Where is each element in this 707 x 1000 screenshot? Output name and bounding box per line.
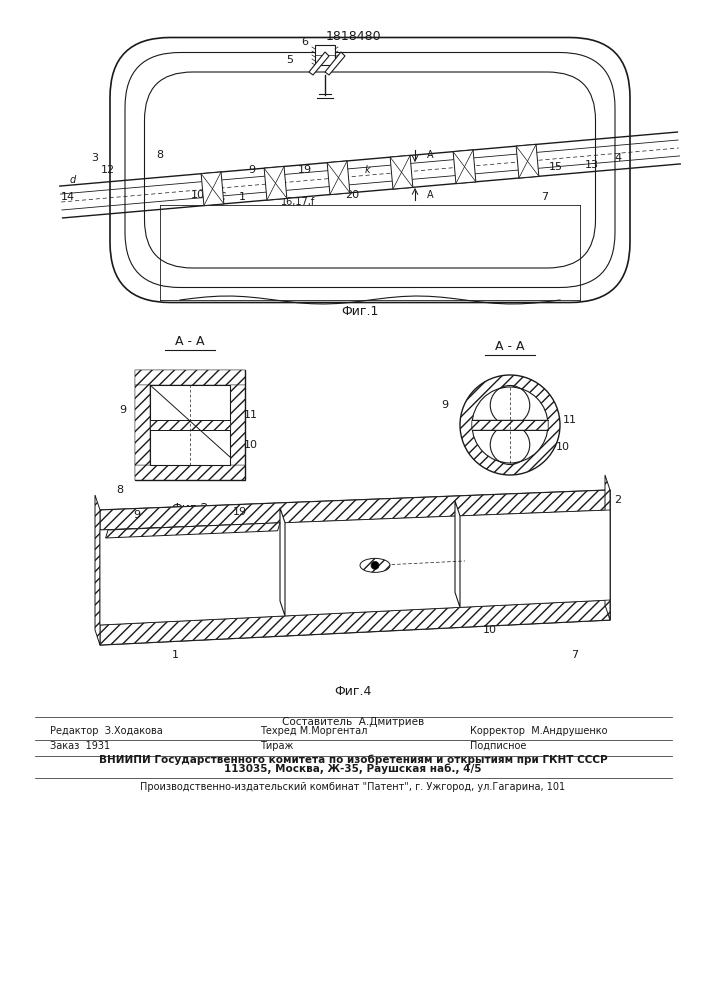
Text: 17: 17 xyxy=(438,570,452,580)
Polygon shape xyxy=(453,150,476,184)
Polygon shape xyxy=(327,161,350,195)
Text: 10: 10 xyxy=(191,190,205,200)
Polygon shape xyxy=(201,172,224,206)
Text: А - А: А - А xyxy=(175,335,205,348)
Polygon shape xyxy=(95,495,100,645)
Text: 7: 7 xyxy=(571,650,578,660)
Text: 2: 2 xyxy=(614,495,621,505)
Text: 10: 10 xyxy=(556,442,570,452)
Text: 5: 5 xyxy=(286,55,293,65)
Text: ВНИИПИ Государственного комитета по изобретениям и открытиям при ГКНТ СССР: ВНИИПИ Государственного комитета по изоб… xyxy=(99,755,607,765)
Polygon shape xyxy=(516,144,539,178)
Text: 20: 20 xyxy=(345,190,359,200)
Text: A: A xyxy=(427,150,433,160)
Text: 19: 19 xyxy=(298,165,312,175)
Text: Составитель  А.Дмитриев: Составитель А.Дмитриев xyxy=(282,717,424,727)
Text: 8: 8 xyxy=(117,485,124,495)
Text: d: d xyxy=(70,175,76,185)
Text: 9: 9 xyxy=(134,510,141,520)
Polygon shape xyxy=(100,490,610,530)
Bar xyxy=(315,45,335,65)
Text: 1: 1 xyxy=(172,650,178,660)
Polygon shape xyxy=(325,52,345,75)
Text: 9: 9 xyxy=(119,405,127,415)
Text: 4: 4 xyxy=(614,153,621,163)
Circle shape xyxy=(472,387,548,463)
Text: Заказ  1931: Заказ 1931 xyxy=(50,741,110,751)
Text: C: C xyxy=(218,192,226,202)
Text: 11: 11 xyxy=(244,410,258,420)
Polygon shape xyxy=(264,166,287,200)
Text: Производственно-издательский комбинат "Патент", г. Ужгород, ул.Гагарина, 101: Производственно-издательский комбинат "П… xyxy=(141,782,566,792)
Polygon shape xyxy=(100,510,610,625)
Text: Тираж: Тираж xyxy=(260,741,293,751)
Polygon shape xyxy=(455,501,460,607)
Text: 13: 13 xyxy=(585,160,599,170)
Text: 6: 6 xyxy=(301,37,308,47)
Text: 1818480: 1818480 xyxy=(325,30,381,43)
Bar xyxy=(472,420,548,430)
Circle shape xyxy=(460,375,560,475)
Text: Подписное: Подписное xyxy=(470,741,527,751)
Text: Редактор  З.Ходакова: Редактор З.Ходакова xyxy=(50,726,163,736)
Ellipse shape xyxy=(360,558,390,572)
Text: 8: 8 xyxy=(156,150,163,160)
Text: Корректор  М.Андрушенко: Корректор М.Андрушенко xyxy=(470,726,607,736)
Bar xyxy=(150,385,230,465)
Text: А - А: А - А xyxy=(495,340,525,353)
Text: 14: 14 xyxy=(61,192,75,202)
Text: 9: 9 xyxy=(248,165,255,175)
Text: k: k xyxy=(364,165,370,175)
Text: 12: 12 xyxy=(101,165,115,175)
Text: A: A xyxy=(427,190,433,200)
Bar xyxy=(135,370,245,480)
Text: 7: 7 xyxy=(542,192,549,202)
Text: 9: 9 xyxy=(441,400,448,410)
Polygon shape xyxy=(280,508,285,616)
Text: Фиг.3: Фиг.3 xyxy=(491,497,529,510)
Polygon shape xyxy=(309,52,329,75)
Text: Фиг.1: Фиг.1 xyxy=(341,305,379,318)
Text: Техред М.Моргентал: Техред М.Моргентал xyxy=(260,726,368,736)
Polygon shape xyxy=(100,600,610,645)
Text: 10: 10 xyxy=(244,440,258,450)
Text: 2: 2 xyxy=(392,165,399,175)
Text: 1: 1 xyxy=(238,192,245,202)
Polygon shape xyxy=(605,475,610,620)
Text: 18: 18 xyxy=(393,552,407,562)
Polygon shape xyxy=(100,490,610,645)
Polygon shape xyxy=(390,155,413,189)
Text: 11: 11 xyxy=(563,415,577,425)
Text: Фиг.4: Фиг.4 xyxy=(334,685,372,698)
Text: 16,17,f: 16,17,f xyxy=(281,197,315,207)
Text: 19: 19 xyxy=(233,507,247,517)
Bar xyxy=(135,465,245,480)
Bar xyxy=(135,385,150,465)
Text: Фиг.2: Фиг.2 xyxy=(171,502,209,515)
Bar xyxy=(150,420,230,430)
Bar xyxy=(135,370,245,385)
Polygon shape xyxy=(105,523,280,538)
Text: 11: 11 xyxy=(161,533,175,543)
Text: 113035, Москва, Ж-35, Раушская наб., 4/5: 113035, Москва, Ж-35, Раушская наб., 4/5 xyxy=(224,764,481,774)
Bar xyxy=(230,385,245,465)
Text: 15: 15 xyxy=(549,162,563,172)
Text: 10: 10 xyxy=(483,625,497,635)
Text: 3: 3 xyxy=(91,153,98,163)
Circle shape xyxy=(371,561,379,569)
Text: 10: 10 xyxy=(203,605,217,615)
